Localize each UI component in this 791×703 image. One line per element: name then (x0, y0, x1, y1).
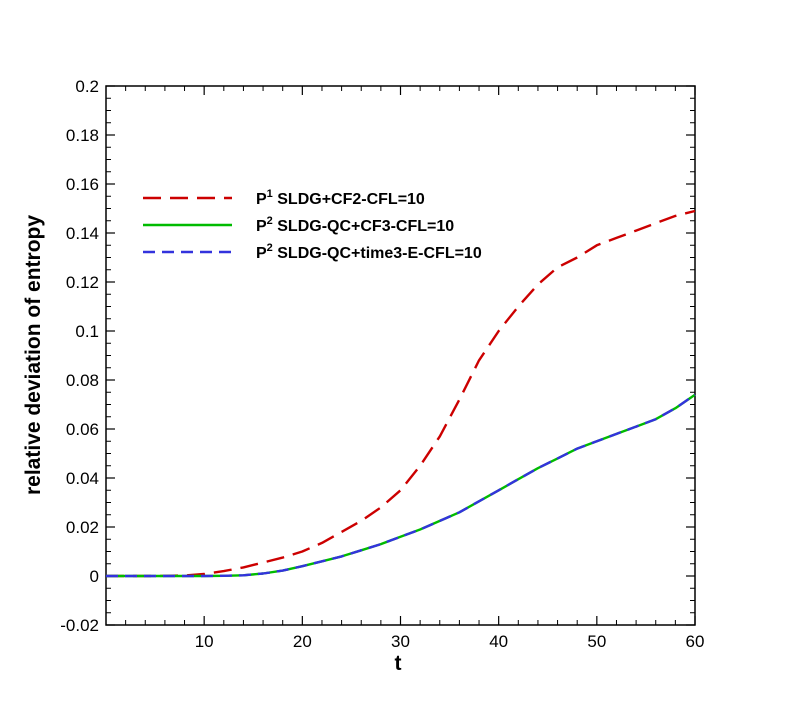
plot-frame (105, 85, 696, 626)
y-tick-label: 0.02 (66, 518, 99, 537)
series-layer (106, 209, 696, 578)
y-tick-label: 0.14 (66, 224, 99, 243)
y-tick-label: 0.08 (66, 371, 99, 390)
series-line-1 (106, 209, 696, 578)
x-tick-label: 40 (489, 632, 508, 651)
x-tick-label: 30 (391, 632, 410, 651)
x-tick-label: 10 (195, 632, 214, 651)
y-tick-label: 0.18 (66, 126, 99, 145)
x-axis-title: t (395, 652, 402, 675)
legend-entry-2: P2 SLDG-QC+CF3-CFL=10 (256, 215, 454, 235)
y-tick-label: 0.04 (66, 469, 99, 488)
legend: P1 SLDG+CF2-CFL=10 P2 SLDG-QC+CF3-CFL=10 P… (143, 188, 482, 262)
y-tick-label: 0.16 (66, 175, 99, 194)
series-line-3 (106, 393, 696, 578)
y-tick-label: -0.02 (60, 616, 99, 635)
y-tick-label: 0.12 (66, 273, 99, 292)
x-axis: 10 20 30 40 50 60 (125, 86, 705, 651)
y-tick-label: 0.06 (66, 420, 99, 439)
y-axis: -0.02 0 0.02 0.04 0.06 0.08 0.1 0.12 0.14 0.16 0.1… (60, 77, 695, 635)
y-axis-title: relative deviation of entropy (22, 215, 45, 495)
series-line-2 (106, 393, 696, 578)
legend-entry-3: P2 SLDG-QC+time3-E-CFL=10 (256, 242, 482, 262)
x-tick-label: 60 (686, 632, 705, 651)
y-tick-label: 0.1 (75, 322, 99, 341)
x-tick-label: 50 (587, 632, 606, 651)
legend-entry-1: P1 SLDG+CF2-CFL=10 (256, 188, 425, 208)
plot-area (105, 85, 696, 626)
x-tick-label: 20 (293, 632, 312, 651)
y-tick-label: 0.2 (75, 77, 99, 96)
y-tick-label: 0 (90, 567, 99, 586)
